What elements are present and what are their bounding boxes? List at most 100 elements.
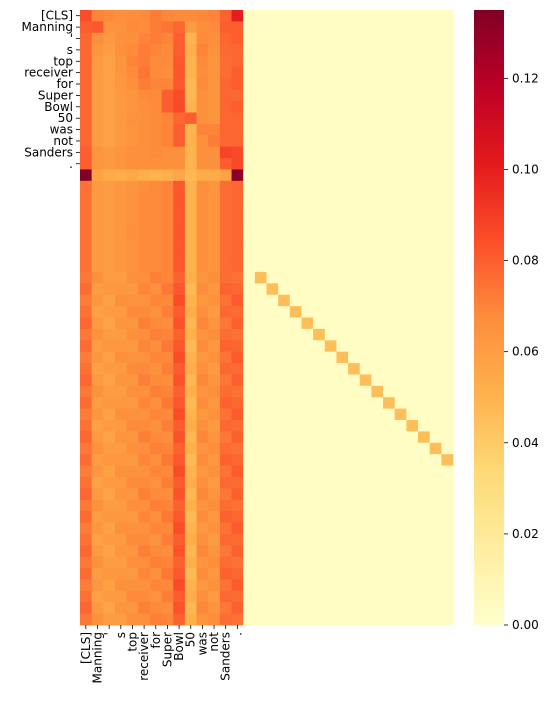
heatmap-cell bbox=[161, 260, 174, 273]
heatmap-cell bbox=[289, 271, 302, 284]
heatmap-cell bbox=[91, 374, 104, 387]
heatmap-cell bbox=[184, 203, 197, 216]
heatmap-cell bbox=[114, 78, 128, 91]
heatmap-cell bbox=[336, 374, 349, 387]
heatmap-cell bbox=[394, 10, 407, 22]
heatmap-cell bbox=[359, 226, 372, 239]
heatmap-cell bbox=[289, 158, 302, 170]
heatmap-cell bbox=[324, 590, 337, 603]
heatmap-cell bbox=[254, 374, 267, 387]
x-tick-label: receiver bbox=[137, 632, 151, 681]
heatmap-cell bbox=[138, 260, 151, 273]
heatmap-cell bbox=[324, 55, 337, 68]
heatmap-cell bbox=[91, 249, 104, 261]
heatmap-cell bbox=[231, 385, 244, 398]
heatmap-cell bbox=[371, 32, 384, 45]
heatmap-cell bbox=[441, 397, 454, 410]
heatmap-cell bbox=[243, 10, 256, 22]
heatmap-cell bbox=[254, 226, 267, 239]
heatmap-cell bbox=[103, 123, 116, 136]
heatmap-cell bbox=[418, 66, 431, 79]
heatmap-cell bbox=[301, 180, 314, 193]
heatmap-cell bbox=[301, 499, 314, 512]
heatmap-cell bbox=[138, 328, 151, 341]
heatmap-cell bbox=[418, 397, 431, 410]
y-tick-label: Manning bbox=[22, 20, 73, 34]
heatmap-cell bbox=[196, 533, 209, 546]
heatmap-cell bbox=[254, 556, 267, 569]
heatmap-cell bbox=[103, 522, 116, 535]
heatmap-cell bbox=[301, 192, 314, 205]
heatmap-cell bbox=[243, 215, 256, 227]
heatmap-cell bbox=[418, 522, 431, 535]
heatmap-cell bbox=[173, 78, 186, 91]
heatmap-cell bbox=[266, 328, 279, 341]
heatmap-cell bbox=[324, 306, 337, 318]
heatmap-cell bbox=[243, 271, 256, 284]
heatmap-cell bbox=[231, 568, 244, 580]
heatmap-cell bbox=[126, 533, 139, 546]
heatmap-cell bbox=[138, 545, 151, 558]
heatmap-cell bbox=[103, 590, 116, 603]
heatmap-cell bbox=[289, 351, 302, 364]
heatmap-cell bbox=[359, 420, 372, 432]
heatmap-cell bbox=[103, 488, 116, 501]
heatmap-cell bbox=[359, 306, 372, 318]
heatmap-cell bbox=[114, 260, 128, 273]
heatmap-cell bbox=[336, 602, 349, 615]
heatmap-cell bbox=[418, 442, 431, 455]
heatmap-cell bbox=[266, 522, 279, 535]
heatmap-cell bbox=[429, 226, 442, 239]
heatmap-cell bbox=[114, 158, 128, 170]
heatmap-cell bbox=[266, 420, 279, 432]
heatmap-cell bbox=[313, 146, 326, 159]
heatmap-cell bbox=[313, 169, 326, 182]
heatmap-cell bbox=[231, 249, 244, 261]
heatmap-cell bbox=[184, 260, 197, 273]
heatmap-cell bbox=[371, 488, 384, 501]
heatmap-cell bbox=[301, 249, 314, 261]
heatmap-cell bbox=[126, 249, 139, 261]
heatmap-cell bbox=[103, 158, 116, 170]
heatmap-cell bbox=[406, 408, 419, 421]
heatmap-cell bbox=[348, 89, 361, 102]
heatmap-cell bbox=[418, 602, 431, 615]
heatmap-cell bbox=[266, 78, 279, 91]
heatmap-cell bbox=[196, 271, 209, 284]
heatmap-cell bbox=[359, 397, 372, 410]
heatmap-cell bbox=[359, 215, 372, 227]
heatmap-cell bbox=[348, 66, 361, 79]
heatmap-cell bbox=[208, 271, 221, 284]
heatmap-cell bbox=[184, 306, 197, 318]
heatmap-cell bbox=[173, 180, 186, 193]
heatmap-cell bbox=[184, 533, 197, 546]
heatmap-cell bbox=[313, 556, 326, 569]
heatmap-cell bbox=[196, 306, 209, 318]
heatmap-cell bbox=[219, 135, 232, 148]
heatmap-cell bbox=[348, 488, 361, 501]
heatmap-cell bbox=[254, 465, 267, 478]
heatmap-cell bbox=[266, 135, 279, 148]
heatmap-cell bbox=[149, 294, 162, 307]
heatmap-cell bbox=[91, 226, 104, 239]
heatmap-cell bbox=[196, 351, 209, 364]
heatmap-cell bbox=[371, 328, 384, 341]
heatmap-cell bbox=[161, 488, 174, 501]
heatmap-cell bbox=[219, 545, 232, 558]
heatmap-cell bbox=[324, 579, 337, 592]
heatmap-cell bbox=[91, 123, 104, 136]
heatmap-cell bbox=[266, 340, 279, 353]
heatmap-cell bbox=[289, 374, 302, 387]
heatmap-cell bbox=[138, 522, 151, 535]
heatmap-cell bbox=[418, 420, 431, 432]
heatmap-cell bbox=[313, 476, 326, 489]
heatmap-cell bbox=[91, 568, 104, 580]
heatmap-cell bbox=[184, 10, 197, 22]
heatmap-cell bbox=[289, 260, 302, 273]
heatmap-cell bbox=[289, 317, 302, 330]
heatmap-cell bbox=[266, 44, 279, 56]
heatmap-cell bbox=[371, 465, 384, 478]
heatmap-cell bbox=[266, 169, 279, 182]
heatmap-cell bbox=[313, 89, 326, 102]
heatmap-cell bbox=[114, 431, 128, 444]
